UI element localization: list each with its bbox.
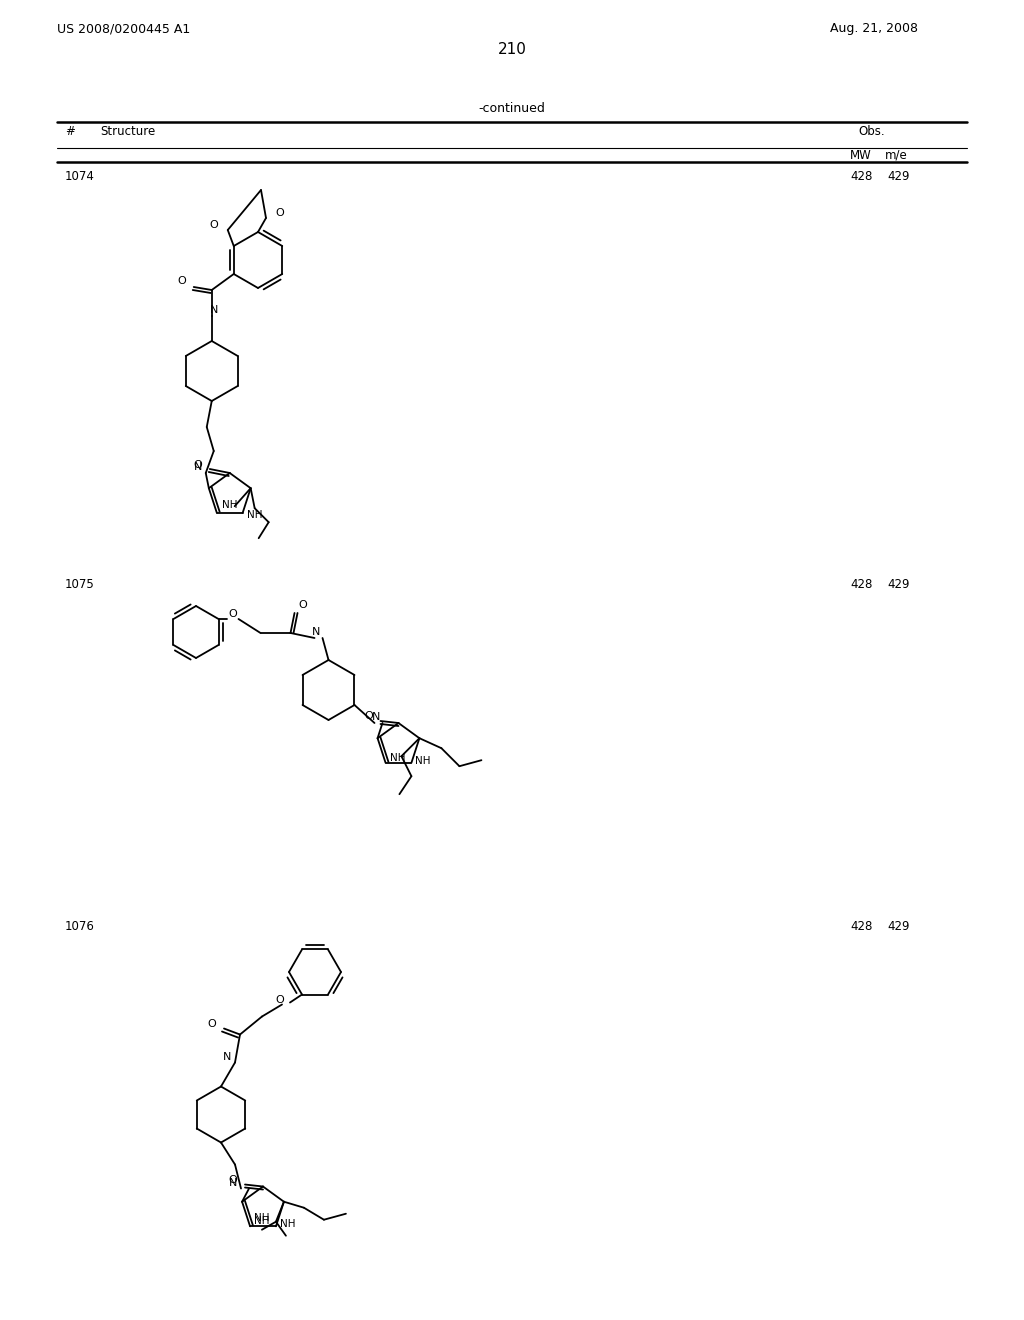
Text: Obs.: Obs. bbox=[858, 125, 885, 139]
Text: 428: 428 bbox=[850, 920, 872, 933]
Text: O: O bbox=[275, 209, 285, 218]
Text: 429: 429 bbox=[887, 170, 909, 183]
Text: -continued: -continued bbox=[478, 102, 546, 115]
Text: NH: NH bbox=[254, 1216, 269, 1226]
Text: 210: 210 bbox=[498, 42, 526, 57]
Text: NH: NH bbox=[247, 510, 262, 520]
Text: O: O bbox=[299, 601, 307, 610]
Text: 428: 428 bbox=[850, 578, 872, 591]
Text: NH: NH bbox=[389, 752, 406, 763]
Text: N: N bbox=[210, 305, 218, 315]
Text: NH: NH bbox=[280, 1220, 296, 1229]
Text: 1074: 1074 bbox=[65, 170, 95, 183]
Text: 429: 429 bbox=[887, 578, 909, 591]
Text: Structure: Structure bbox=[100, 125, 156, 139]
Text: N: N bbox=[223, 1052, 231, 1061]
Text: #: # bbox=[65, 125, 75, 139]
Text: N: N bbox=[194, 462, 202, 473]
Text: O: O bbox=[177, 276, 186, 286]
Text: O: O bbox=[208, 1019, 216, 1028]
Text: O: O bbox=[275, 994, 285, 1005]
Text: O: O bbox=[228, 609, 237, 619]
Text: O: O bbox=[365, 711, 373, 721]
Text: 429: 429 bbox=[887, 920, 909, 933]
Text: O: O bbox=[209, 220, 218, 230]
Text: 428: 428 bbox=[850, 170, 872, 183]
Text: 1076: 1076 bbox=[65, 920, 95, 933]
Text: Aug. 21, 2008: Aug. 21, 2008 bbox=[830, 22, 918, 36]
Text: NH: NH bbox=[416, 756, 431, 766]
Text: 1075: 1075 bbox=[65, 578, 95, 591]
Text: NH: NH bbox=[222, 500, 238, 510]
Text: O: O bbox=[194, 459, 202, 470]
Text: N: N bbox=[312, 627, 321, 638]
Text: N: N bbox=[373, 711, 381, 722]
Text: N: N bbox=[228, 1177, 238, 1188]
Text: US 2008/0200445 A1: US 2008/0200445 A1 bbox=[57, 22, 190, 36]
Text: m/e: m/e bbox=[885, 149, 907, 162]
Text: O: O bbox=[228, 1175, 238, 1184]
Text: MW: MW bbox=[850, 149, 871, 162]
Text: NH: NH bbox=[254, 1213, 269, 1224]
